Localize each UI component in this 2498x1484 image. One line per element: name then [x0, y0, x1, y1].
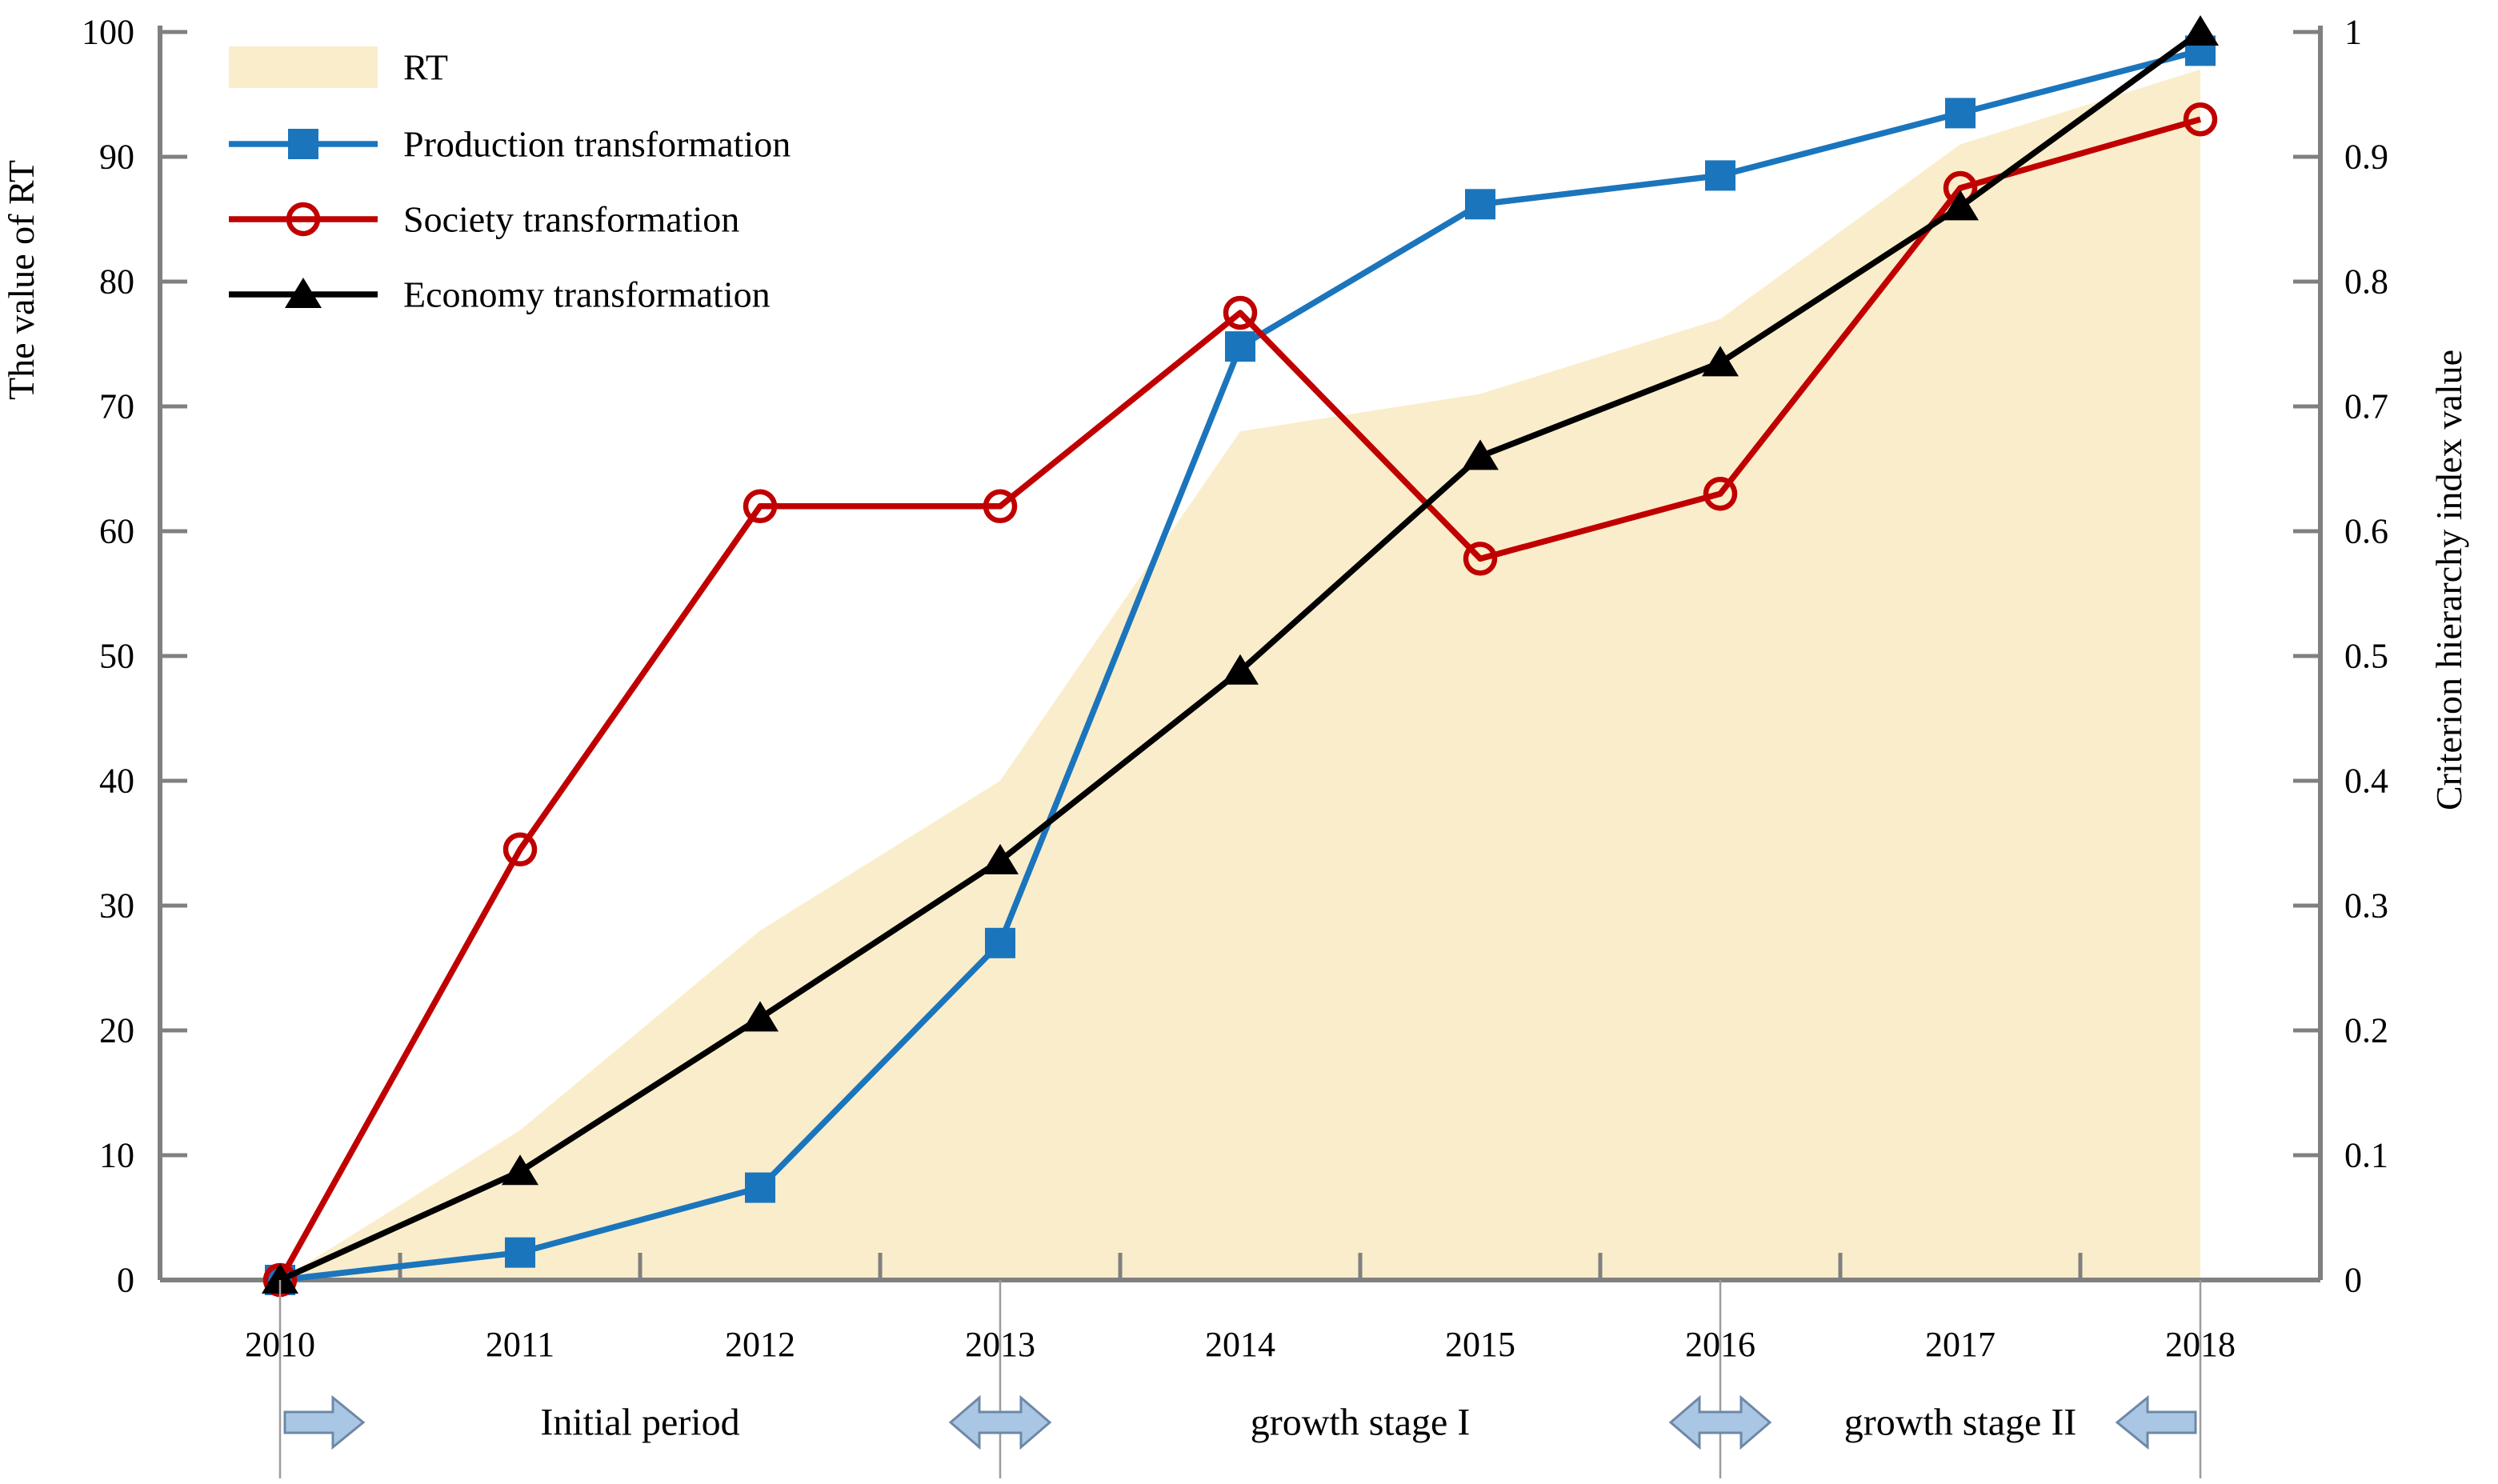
marker-open-circle [2183, 102, 2218, 137]
right-axis-tick-label: 0.3 [2344, 886, 2388, 926]
marker-square [505, 1237, 535, 1268]
marker-triangle [285, 278, 322, 308]
marker-triangle [502, 1154, 538, 1186]
left-axis-tick-label: 60 [99, 512, 134, 551]
marker-triangle [1942, 190, 1979, 221]
legend-item [229, 278, 378, 308]
legend-item [229, 129, 378, 159]
right-axis-tick-label: 0.1 [2344, 1136, 2388, 1175]
left-axis-tick-label: 40 [99, 762, 134, 801]
legend-label: Society transformation [403, 199, 739, 240]
series-production-transformation [265, 35, 2216, 1295]
x-axis-year-label: 2011 [486, 1325, 554, 1364]
right-axis-tick-label: 0.6 [2344, 512, 2388, 551]
legend-label: Production transformation [403, 124, 791, 165]
left-axis-tick-label: 10 [99, 1136, 134, 1175]
left-axis-tick-label: 20 [99, 1011, 134, 1050]
series-line [277, 116, 2202, 1282]
marker-square [985, 927, 1015, 958]
x-axis-year-label: 2015 [1445, 1325, 1515, 1364]
legend-swatch-area [229, 46, 378, 88]
marker-triangle [1702, 346, 1739, 377]
arrow-double-icon [948, 1394, 1052, 1450]
legend-item [229, 202, 378, 237]
marker-triangle [1462, 439, 1499, 470]
legend-item [229, 46, 378, 88]
right-axis-tick-label: 0.8 [2344, 262, 2388, 302]
left-axis-title: The value of RT [1, 160, 42, 400]
marker-square [1465, 189, 1495, 220]
left-axis-tick-label: 30 [99, 886, 134, 926]
stage-label: growth stage I [1251, 1402, 1471, 1444]
left-axis-tick-label: 90 [99, 138, 134, 177]
left-axis-tick-label: 80 [99, 262, 134, 302]
arrow-right-icon [283, 1394, 366, 1450]
series-economy-transformation [262, 15, 2219, 1294]
left-axis-tick-label: 50 [99, 637, 134, 676]
left-axis-tick-label: 70 [99, 387, 134, 426]
marker-open-circle [743, 489, 778, 524]
left-axis-tick-label: 0 [117, 1261, 134, 1300]
legend-label: RT [403, 47, 448, 88]
marker-square [745, 1172, 775, 1203]
left-axis-tick-label: 100 [82, 13, 134, 52]
x-axis-year-label: 2014 [1205, 1325, 1275, 1364]
legend-label: Economy transformation [403, 274, 771, 315]
axes [158, 26, 2323, 1282]
x-axis-year-label: 2017 [1925, 1325, 1996, 1364]
marker-open-circle [983, 489, 1018, 524]
marker-square [1705, 160, 1735, 191]
marker-square [1945, 98, 1976, 129]
right-axis-tick-label: 0.4 [2344, 762, 2388, 801]
right-axis-tick-label: 0.2 [2344, 1011, 2388, 1050]
arrow-double-icon [1668, 1394, 1772, 1450]
marker-open-circle [502, 832, 538, 867]
marker-open-circle [286, 202, 321, 237]
marker-square [288, 129, 318, 159]
right-axis-tick-label: 0.7 [2344, 387, 2388, 426]
series-society-transformation [262, 102, 2218, 1298]
marker-triangle [1222, 654, 1259, 685]
right-axis-tick-label: 0 [2344, 1261, 2362, 1300]
marker-triangle [2182, 15, 2219, 46]
marker-open-circle [1703, 476, 1738, 511]
legend [229, 46, 378, 308]
marker-open-circle [1463, 542, 1498, 576]
right-axis-tick-label: 0.5 [2344, 637, 2388, 676]
marker-triangle [262, 1263, 298, 1294]
x-axis-year-label: 2012 [725, 1325, 795, 1364]
right-axis-tick-label: 0.9 [2344, 138, 2388, 177]
stage-label: growth stage II [1844, 1402, 2077, 1444]
arrow-left-icon [2115, 1394, 2197, 1450]
right-axis-tick-label: 1 [2344, 13, 2362, 52]
right-axis-title: Criterion hierarchy index value [2428, 350, 2469, 810]
marker-triangle [982, 843, 1019, 874]
marker-triangle [742, 1001, 779, 1032]
marker-open-circle [1223, 295, 1258, 330]
marker-square [1225, 331, 1255, 362]
stage-label: Initial period [540, 1402, 739, 1444]
